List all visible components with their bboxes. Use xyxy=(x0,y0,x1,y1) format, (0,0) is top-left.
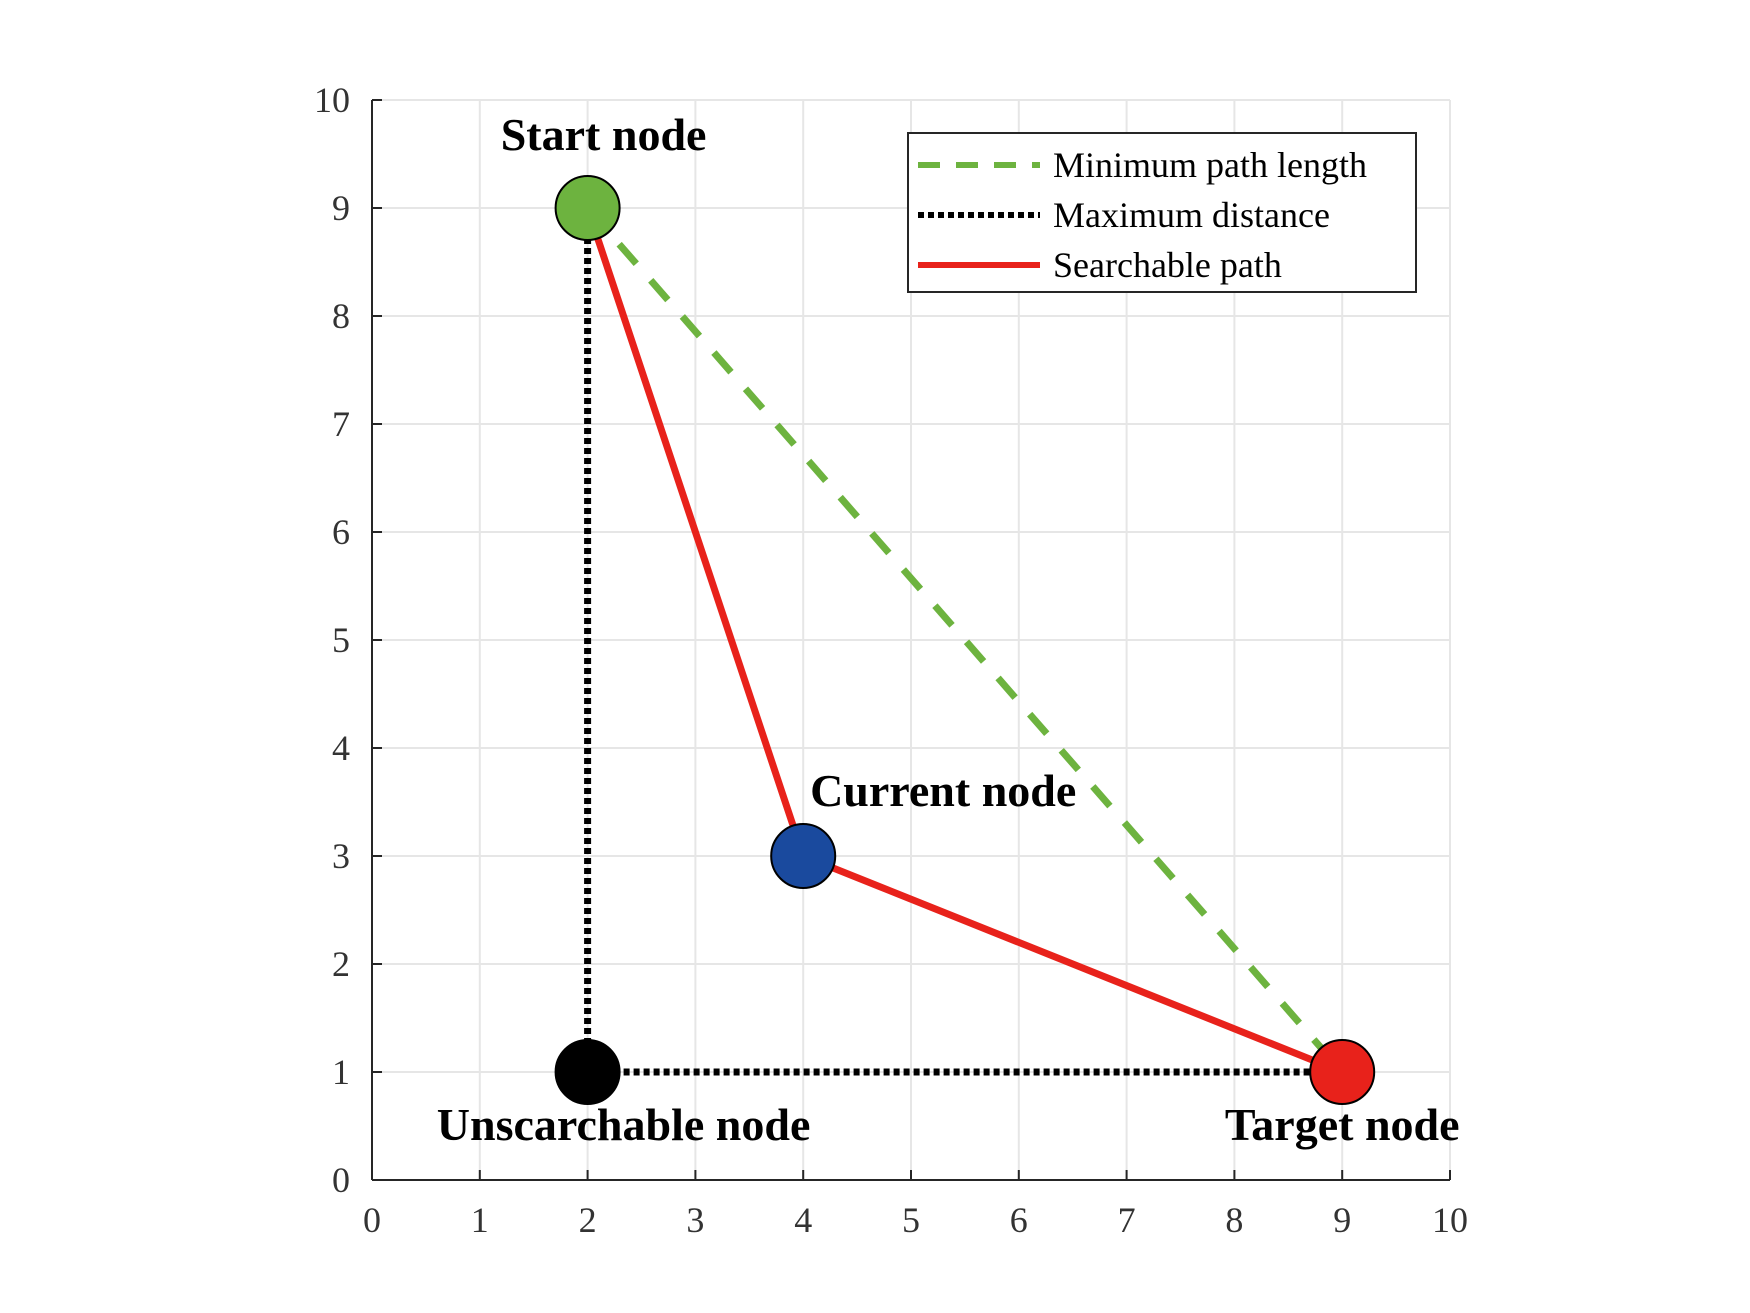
y-tick-label-3: 3 xyxy=(332,836,350,876)
x-tick-label-5: 5 xyxy=(902,1200,920,1240)
node-label-unscarchable-node: Unscarchable node xyxy=(437,1099,811,1150)
x-tick-label-3: 3 xyxy=(686,1200,704,1240)
y-tick-label-2: 2 xyxy=(332,944,350,984)
axes xyxy=(371,99,1451,1181)
node-label-start-node: Start node xyxy=(501,109,707,160)
node-labels: Start node Current node Unscarchable node T… xyxy=(437,109,1460,1150)
legend: Minimum path length Maximum distance Searc… xyxy=(907,132,1417,293)
x-tick-label-7: 7 xyxy=(1118,1200,1136,1240)
node-label-current-node: Current node xyxy=(810,765,1076,816)
y-tick-label-4: 4 xyxy=(332,728,350,768)
x-tick-label-10: 10 xyxy=(1432,1200,1468,1240)
y-tick-label-10: 10 xyxy=(314,80,350,120)
y-tick-label-5: 5 xyxy=(332,620,350,660)
tick-labels: 0 1 2 3 4 5 6 7 8 9 10 0 1 2 3 4 5 6 7 8 9 10 xyxy=(314,80,1468,1240)
y-tick-label-9: 9 xyxy=(332,188,350,228)
y-tick-label-6: 6 xyxy=(332,512,350,552)
node-start-node xyxy=(554,175,621,241)
y-tick-label-8: 8 xyxy=(332,296,350,336)
node-target-node xyxy=(1309,1039,1376,1105)
node-unscarchable-node xyxy=(554,1039,621,1105)
x-tick-label-2: 2 xyxy=(579,1200,597,1240)
node-label-target-node: Target node xyxy=(1225,1099,1460,1150)
node-current-node xyxy=(770,823,837,889)
legend-label-minimum-path-length: Minimum path length xyxy=(1053,145,1367,185)
legend-label-searchable-path: Searchable path xyxy=(1053,245,1282,285)
nodes xyxy=(554,175,1376,1105)
x-tick-label-4: 4 xyxy=(794,1200,812,1240)
x-tick-label-6: 6 xyxy=(1010,1200,1028,1240)
x-tick-label-8: 8 xyxy=(1225,1200,1243,1240)
x-tick-label-1: 1 xyxy=(471,1200,489,1240)
legend-label-maximum-distance: Maximum distance xyxy=(1053,195,1330,235)
y-tick-label-0: 0 xyxy=(332,1160,350,1200)
y-tick-label-1: 1 xyxy=(332,1052,350,1092)
x-tick-label-9: 9 xyxy=(1333,1200,1351,1240)
x-tick-label-0: 0 xyxy=(363,1200,381,1240)
y-tick-label-7: 7 xyxy=(332,404,350,444)
